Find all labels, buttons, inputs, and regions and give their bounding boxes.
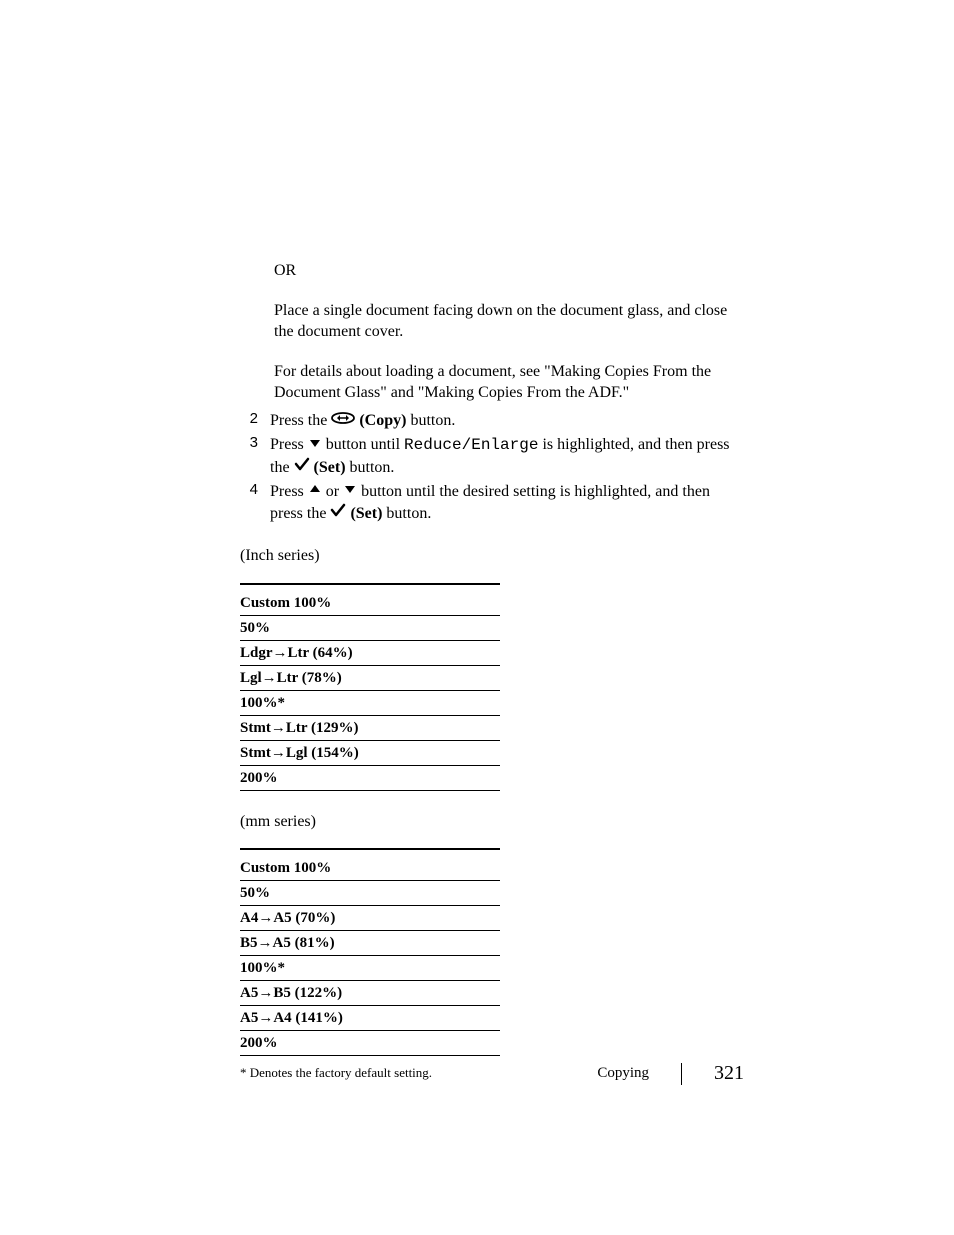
inch-series-table: Custom 100% 50% Ldgr→Ltr (64%) Lgl→Ltr (… [240, 583, 500, 791]
copy-label: (Copy) [359, 412, 406, 429]
step-3: 3 Press button until Reduce/Enlarge is h… [240, 434, 740, 479]
table-row: 100%* [240, 690, 500, 715]
mm-series-table: Custom 100% 50% A4→A5 (70%) B5→A5 (81%) … [240, 848, 500, 1056]
step-text: Press button until Reduce/Enlarge is hig… [270, 434, 740, 479]
table-row: A4→A5 (70%) [240, 906, 500, 931]
table-row: 50% [240, 615, 500, 640]
table-row: 200% [240, 765, 500, 790]
up-arrow-icon [308, 480, 322, 502]
step-text: Press or button until the desired settin… [270, 481, 740, 525]
table-row: Lgl→Ltr (78%) [240, 665, 500, 690]
loading-details: For details about loading a document, se… [274, 361, 740, 404]
table-row: 100%* [240, 956, 500, 981]
set-label: (Set) [314, 459, 346, 476]
down-arrow-icon [343, 480, 357, 502]
reduce-enlarge-text: Reduce/Enlarge [404, 436, 538, 454]
page-content: OR Place a single document facing down o… [240, 260, 740, 1082]
step-number: 2 [240, 410, 258, 427]
check-icon [294, 456, 310, 478]
page-footer: Copying 321 [597, 1062, 744, 1085]
footer-divider [681, 1063, 682, 1085]
mm-series-label: (mm series) [240, 811, 740, 833]
down-arrow-icon [308, 434, 322, 456]
place-single-doc: Place a single document facing down on t… [274, 300, 740, 343]
table-row: Stmt→Lgl (154%) [240, 740, 500, 765]
table-row: Stmt→Ltr (129%) [240, 715, 500, 740]
table-row: 200% [240, 1031, 500, 1056]
set-label: (Set) [350, 505, 382, 522]
step-number: 4 [240, 481, 258, 498]
copy-icon [331, 410, 355, 432]
inch-series-label: (Inch series) [240, 545, 740, 567]
step-text: Press the (Copy) button. [270, 410, 740, 432]
table-row: Custom 100% [240, 849, 500, 881]
step-4: 4 Press or button until the desired sett… [240, 481, 740, 525]
table-row: B5→A5 (81%) [240, 931, 500, 956]
table-row: A5→A4 (141%) [240, 1006, 500, 1031]
table-row: Custom 100% [240, 584, 500, 616]
or-text: OR [274, 260, 740, 282]
footer-section-title: Copying [597, 1065, 649, 1082]
footer-page-number: 321 [714, 1062, 744, 1085]
check-icon [330, 502, 346, 524]
table-row: A5→B5 (122%) [240, 981, 500, 1006]
step-number: 3 [240, 434, 258, 451]
step-2: 2 Press the (Copy) button. [240, 410, 740, 432]
table-row: 50% [240, 881, 500, 906]
table-row: Ldgr→Ltr (64%) [240, 640, 500, 665]
